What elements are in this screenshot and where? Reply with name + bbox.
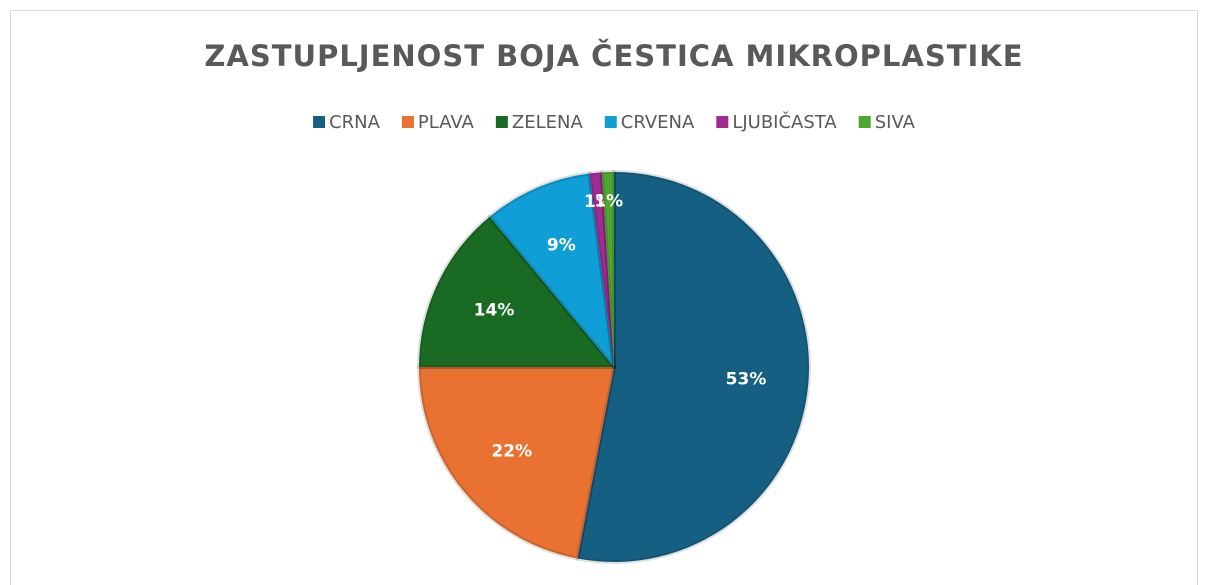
data-label: 1%: [594, 191, 623, 211]
legend-label: LJUBIČASTA: [732, 111, 837, 133]
pie-slice: [487, 171, 616, 369]
data-label: 53%: [726, 369, 767, 389]
legend-label: PLAVA: [418, 112, 475, 133]
data-label: 14%: [474, 301, 515, 321]
legend-swatch: [604, 116, 617, 128]
pie-slice: [599, 170, 616, 369]
pie-slice: [587, 170, 616, 369]
legend-swatch: [313, 116, 326, 128]
chart-title: ZASTUPLJENOST BOJA ČESTICA MIKROPLASTIKE: [204, 39, 1023, 73]
data-label: 22%: [491, 442, 532, 462]
pie-slice: [417, 365, 616, 561]
legend-label: CRNA: [329, 112, 381, 133]
legend-label: ZELENA: [512, 112, 584, 133]
data-label: 9%: [547, 235, 576, 255]
legend: CRNA PLAVA ZELENA CRVENA LJUBIČASTA SIVA: [313, 111, 916, 133]
legend-label: SIVA: [875, 112, 916, 133]
legend-label: CRVENA: [621, 112, 695, 133]
legend-swatch: [858, 116, 871, 128]
pie-slice: [417, 214, 616, 369]
pie-slice: [575, 170, 811, 564]
legend-swatch: [495, 116, 508, 128]
legend-swatch: [401, 116, 414, 128]
legend-swatch: [716, 116, 729, 128]
